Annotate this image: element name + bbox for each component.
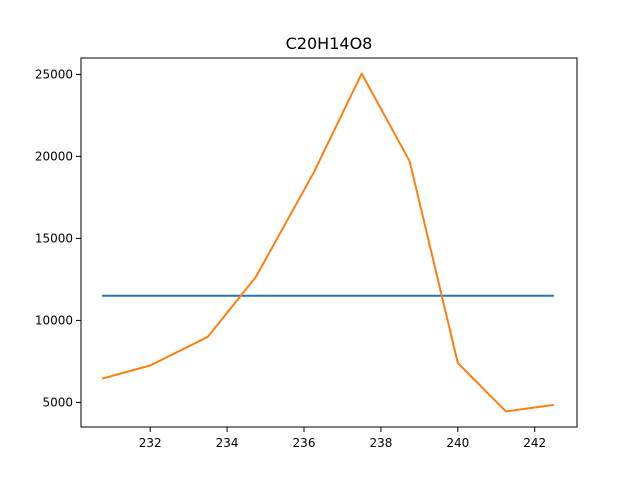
plot-frame (80, 57, 578, 428)
y-tick-label: 20000 (35, 149, 73, 163)
series-line-2 (101, 72, 555, 413)
x-tick-label: 242 (523, 436, 546, 450)
tick-layer: 232 234 236 238 240 242 5000 10000 15000 20000 250… (35, 67, 546, 450)
x-tick-label: 236 (293, 436, 316, 450)
chart-title: C20H14O8 (286, 34, 373, 53)
y-tick-label: 10000 (35, 313, 73, 327)
x-tick-label: 234 (216, 436, 239, 450)
series-layer (101, 72, 555, 413)
x-tick-label: 232 (139, 436, 162, 450)
x-tick-label: 240 (446, 436, 469, 450)
x-tick-label: 238 (369, 436, 392, 450)
plot-background (81, 58, 577, 427)
y-tick-label: 25000 (35, 67, 73, 81)
y-tick-label: 15000 (35, 231, 73, 245)
y-tick-label: 5000 (42, 395, 73, 409)
